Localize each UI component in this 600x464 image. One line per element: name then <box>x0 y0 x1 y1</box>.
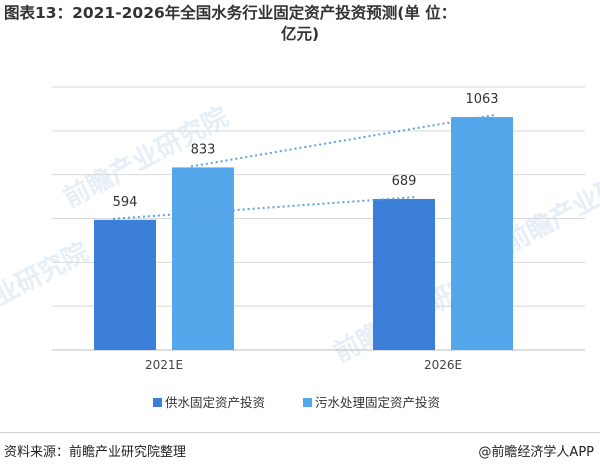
trend-line-1 <box>190 114 495 168</box>
legend-swatch-1 <box>303 398 312 407</box>
watermark-text-2: 前瞻产业研究院 <box>498 146 600 259</box>
bar-0-0 <box>94 219 156 350</box>
title-line-1: 图表13：2021-2026年全国水务行业固定资产投资预测(单 位： <box>4 4 457 22</box>
watermark-text-3: 前瞻产业研究院 <box>0 236 94 349</box>
footer: 资料来源：前瞻产业研究院整理 @前瞻经济学人APP <box>0 432 600 464</box>
x-tick-labels: 2021E 2026E <box>145 358 462 372</box>
data-labels: 594 689 833 1063 <box>113 92 499 210</box>
trend-line-0 <box>112 195 417 220</box>
bars <box>94 117 513 350</box>
data-label-0-0: 594 <box>113 195 138 210</box>
x-tick-0: 2021E <box>145 358 183 372</box>
x-tick-1: 2026E <box>424 358 462 372</box>
legend: 供水固定资产投资 污水处理固定资产投资 <box>153 395 440 410</box>
data-label-0-1: 689 <box>392 174 417 189</box>
legend-label-0: 供水固定资产投资 <box>165 395 265 410</box>
chart-title: 图表13：2021-2026年全国水务行业固定资产投资预测(单 位： 亿元) <box>4 3 596 45</box>
legend-label-1: 污水处理固定资产投资 <box>315 395 440 410</box>
bar-chart: 前瞻产业研究院前瞻产业研究院前瞻产业研究院前瞻产业研究院 59468983310… <box>0 86 600 410</box>
data-label-1-0: 833 <box>191 142 216 157</box>
brand-credit: @前瞻经济学人APP <box>478 445 594 460</box>
source-note: 资料来源：前瞻产业研究院整理 <box>4 445 187 460</box>
bar-1-1 <box>451 117 513 350</box>
data-label-1-1: 1063 <box>465 92 498 107</box>
bar-0-1 <box>373 198 435 350</box>
title-line-2: 亿元) <box>280 25 320 43</box>
bar-1-0 <box>172 167 234 350</box>
trend-lines <box>112 114 495 220</box>
legend-swatch-0 <box>153 398 162 407</box>
